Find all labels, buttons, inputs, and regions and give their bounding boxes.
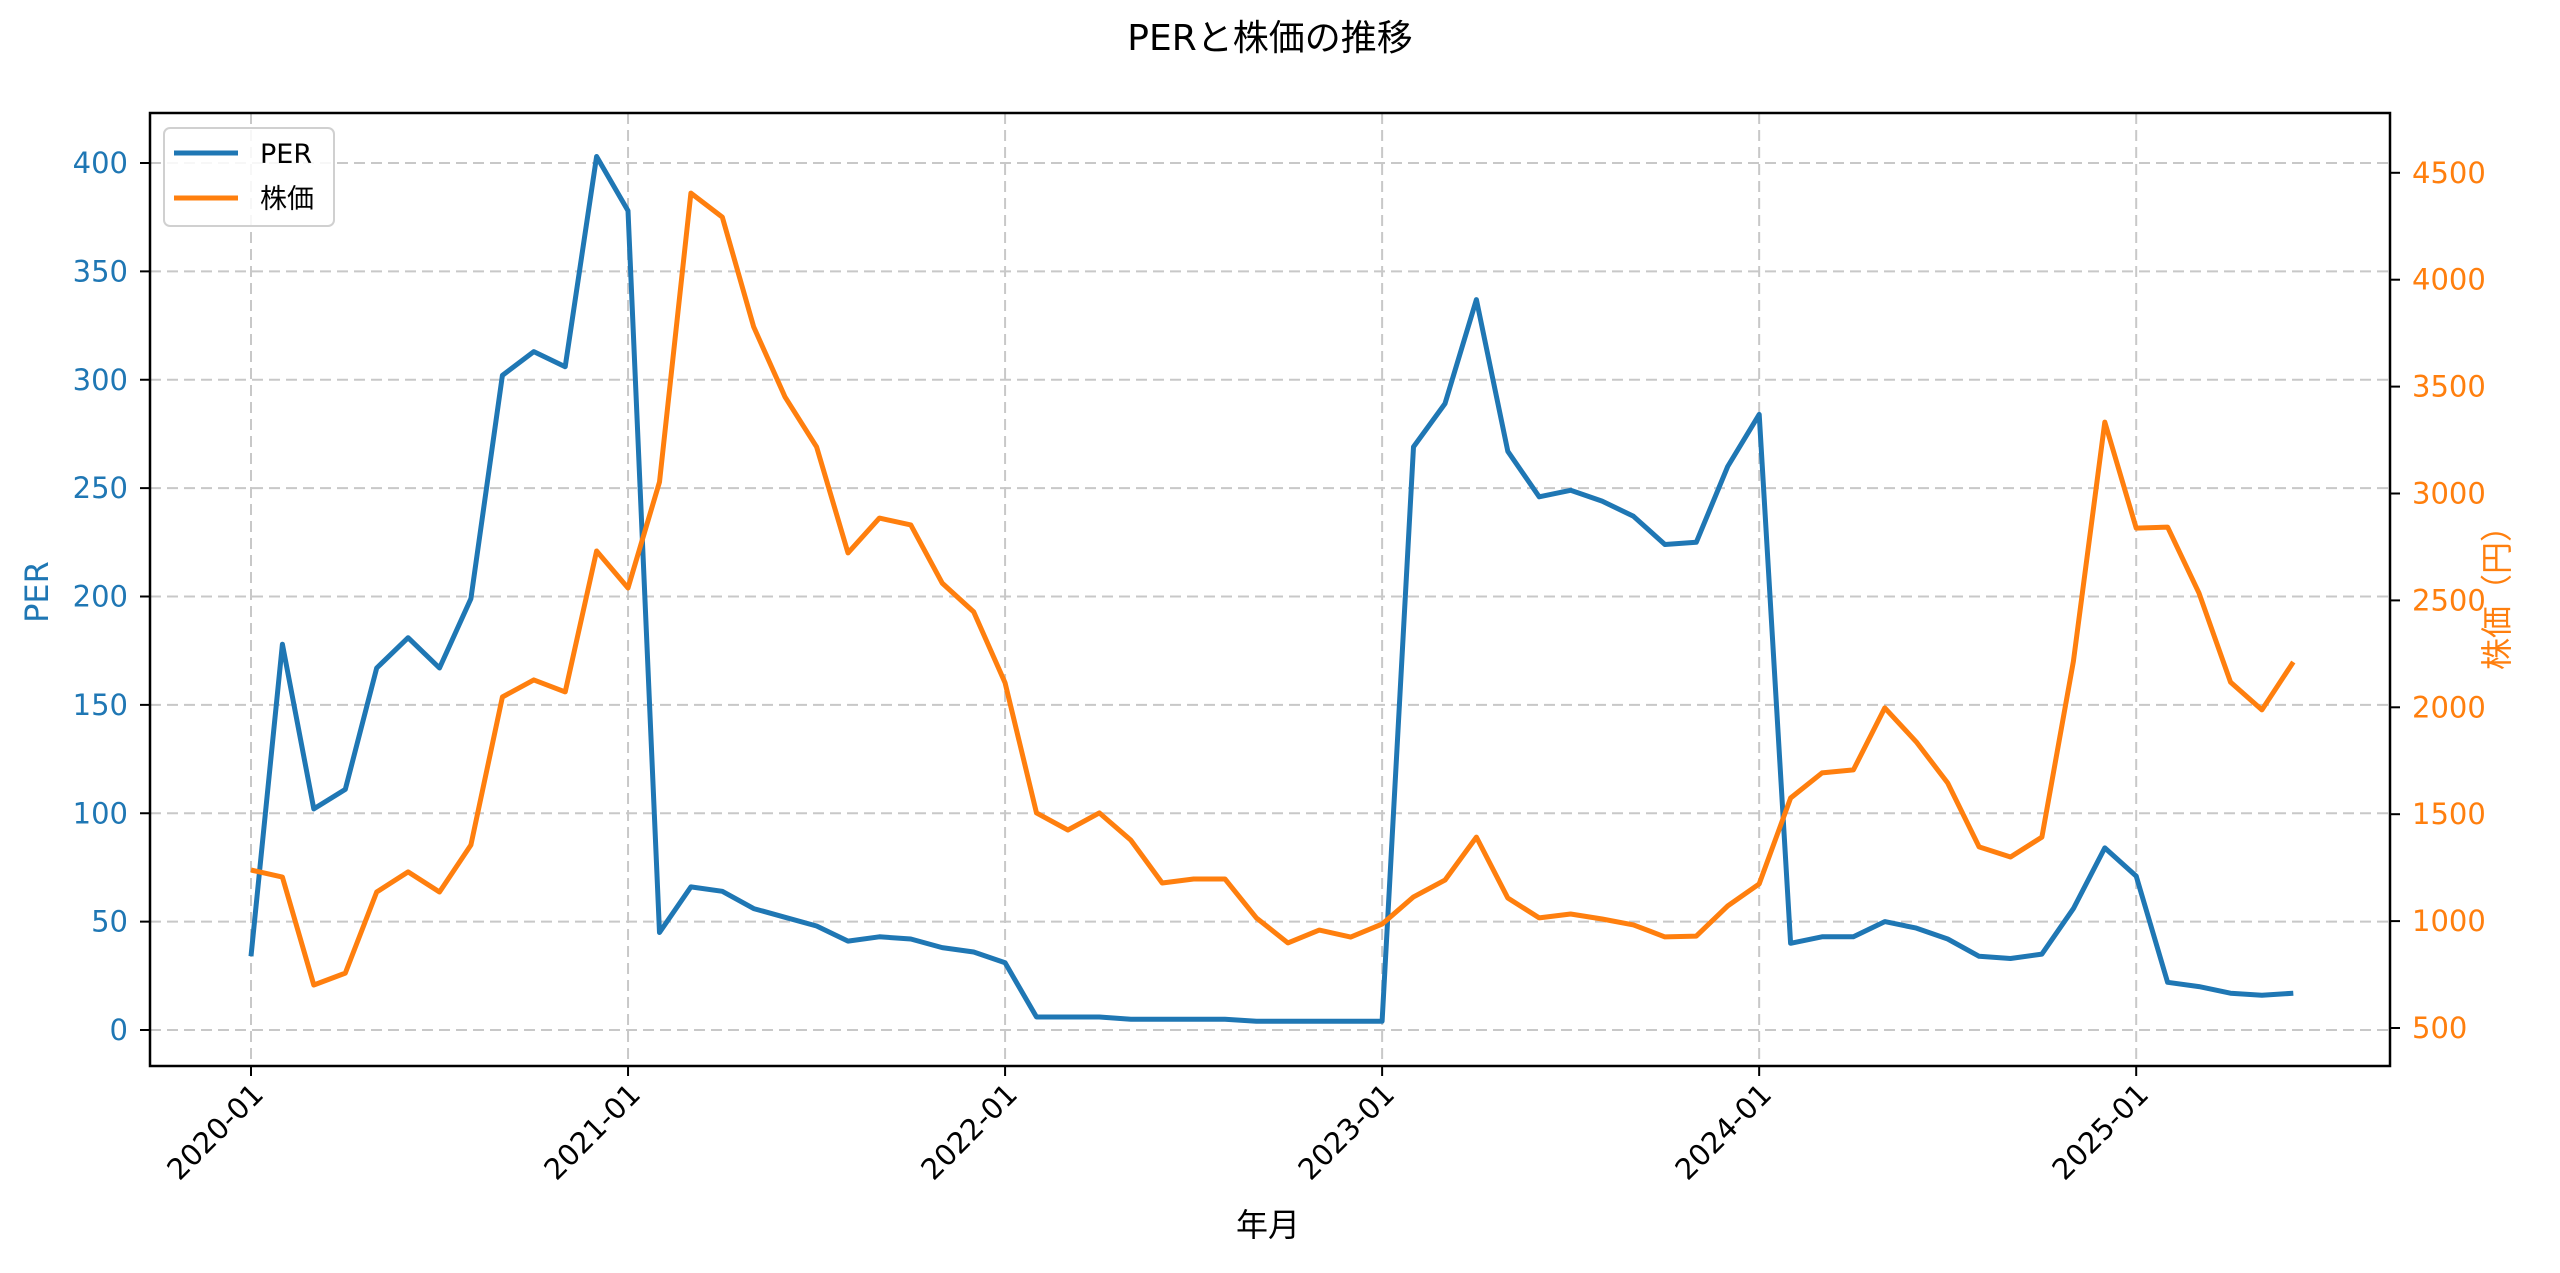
y-axis-label-left: PER (18, 561, 56, 623)
x-tick-label: 2020-01 (160, 1077, 270, 1187)
x-tick-label: 2023-01 (1291, 1077, 1401, 1187)
plot-area-frame (148, 111, 2392, 1068)
y-tick-label-left: 50 (91, 905, 128, 939)
y-tick-label-right: 4500 (2412, 156, 2486, 190)
price-line (250, 190, 2296, 988)
y-tick-label-left: 100 (73, 796, 128, 830)
legend: PER 株価 (163, 127, 335, 227)
y-tick-label-left: 400 (73, 146, 128, 180)
y-tick-label-left: 350 (73, 254, 128, 288)
y-tick-label-right: 1000 (2412, 904, 2486, 938)
x-tick-label: 2024-01 (1668, 1077, 1778, 1187)
y-tick-label-left: 250 (73, 471, 128, 505)
plot-series (248, 154, 2296, 1024)
grid-lines (150, 113, 2390, 1066)
y-tick-label-left: 0 (110, 1013, 128, 1047)
left-y-axis: 0 50 100 150 200 250 300 350 400 (73, 146, 150, 1047)
x-axis-label: 年月 (1236, 1206, 1300, 1244)
y-tick-label-right: 4000 (2412, 263, 2486, 297)
x-axis: 2020-01 2021-01 2022-01 2023-01 2024-01 2025-… (160, 1066, 2155, 1187)
legend-price-label: 株価 (260, 184, 314, 215)
y-tick-label-right: 3000 (2412, 477, 2486, 511)
y-tick-label-right: 500 (2412, 1011, 2467, 1045)
x-tick-label: 2022-01 (914, 1077, 1024, 1187)
x-tick-label: 2025-01 (2045, 1077, 2155, 1187)
y-tick-label-right: 3500 (2412, 370, 2486, 404)
y-tick-label-left: 200 (73, 580, 128, 614)
y-tick-label-right: 1500 (2412, 797, 2486, 831)
y-tick-label-right: 2000 (2412, 690, 2486, 724)
right-y-axis: 500 1000 1500 2000 2500 3000 3500 4000 4500 (2390, 156, 2486, 1045)
y-tick-label-left: 150 (73, 688, 128, 722)
x-tick-label: 2021-01 (537, 1077, 647, 1187)
y-tick-label-right: 2500 (2412, 583, 2486, 617)
chart-title: PERと株価の推移 (1127, 18, 1412, 59)
legend-per-label: PER (260, 139, 312, 170)
y-axis-label-right: 株価（円） (2478, 510, 2516, 670)
per-line (248, 154, 2294, 1024)
y-tick-label-left: 300 (73, 363, 128, 397)
